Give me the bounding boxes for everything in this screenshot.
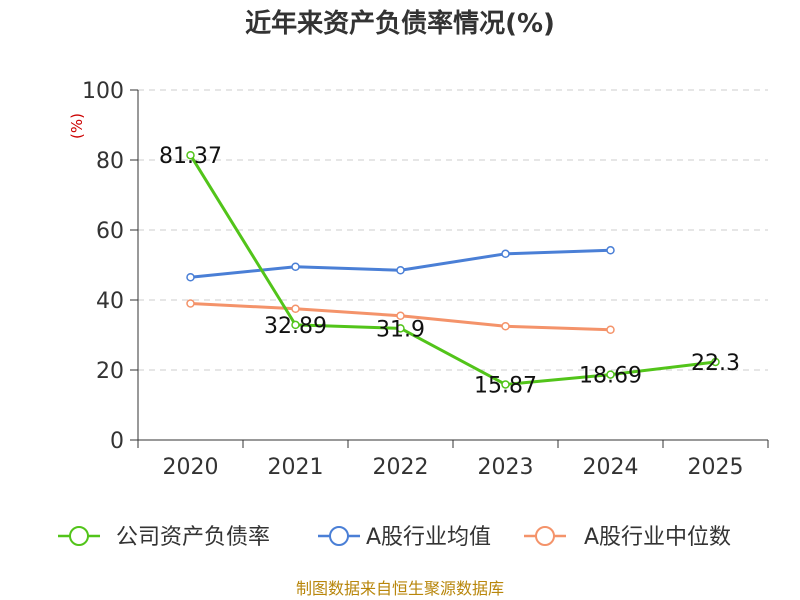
series-group (186, 150, 720, 389)
y-tick-label: 20 (96, 359, 124, 384)
data-point (501, 380, 510, 389)
data-label: 18.69 (579, 364, 642, 389)
legend-label[interactable]: A股行业均值 (366, 525, 491, 550)
data-point (291, 262, 300, 271)
x-tick-label: 2023 (478, 455, 534, 480)
data-label: 81.37 (159, 144, 222, 169)
data-point (186, 273, 195, 282)
legend-swatch-marker[interactable] (535, 526, 555, 546)
data-point (396, 311, 405, 320)
data-point (606, 246, 615, 255)
y-tick-label: 40 (96, 289, 124, 314)
data-point (291, 304, 300, 313)
y-axis-unit: (%) (68, 113, 86, 139)
data-point (396, 324, 405, 333)
data-label: 32.89 (264, 314, 327, 339)
data-labels: 81.37 32.89 31.9 15.87 18.69 22.3 (159, 144, 740, 398)
y-tick-label: 60 (96, 219, 124, 244)
data-label: 31.9 (376, 317, 425, 342)
legend-swatch-marker[interactable] (69, 526, 89, 546)
data-point (606, 325, 615, 334)
data-point (606, 370, 615, 379)
y-tick-label: 80 (96, 149, 124, 174)
grid (138, 89, 768, 371)
series-line (189, 154, 716, 386)
x-tick-label: 2021 (268, 455, 324, 480)
x-tick-label: 2020 (163, 455, 219, 480)
y-tick-label: 100 (82, 79, 124, 104)
legend-label[interactable]: 公司资产负债率 (116, 525, 270, 550)
x-tick-label: 2022 (373, 455, 429, 480)
data-label: 15.87 (474, 373, 537, 398)
data-point (501, 249, 510, 259)
legend[interactable]: 公司资产负债率 A股行业均值 A股行业中位数 (58, 525, 731, 550)
x-tick-label: 2025 (688, 455, 744, 480)
data-point (291, 320, 300, 330)
x-tick-label: 2024 (583, 455, 639, 480)
chart-title: 近年来资产负债率情况(%) (245, 8, 555, 39)
legend-label[interactable]: A股行业中位数 (584, 525, 731, 550)
data-point (186, 299, 195, 308)
source-note: 制图数据来自恒生聚源数据库 (296, 579, 504, 598)
data-point (501, 322, 510, 331)
data-point (396, 266, 405, 275)
data-point (711, 357, 720, 367)
y-tick-label: 0 (110, 429, 124, 454)
axes: 0 20 40 60 80 100 2020 2021 2022 2023 2024 2025 (82, 79, 769, 480)
data-label: 22.3 (691, 351, 740, 376)
data-point (186, 150, 195, 160)
legend-swatch-marker[interactable] (329, 526, 349, 546)
